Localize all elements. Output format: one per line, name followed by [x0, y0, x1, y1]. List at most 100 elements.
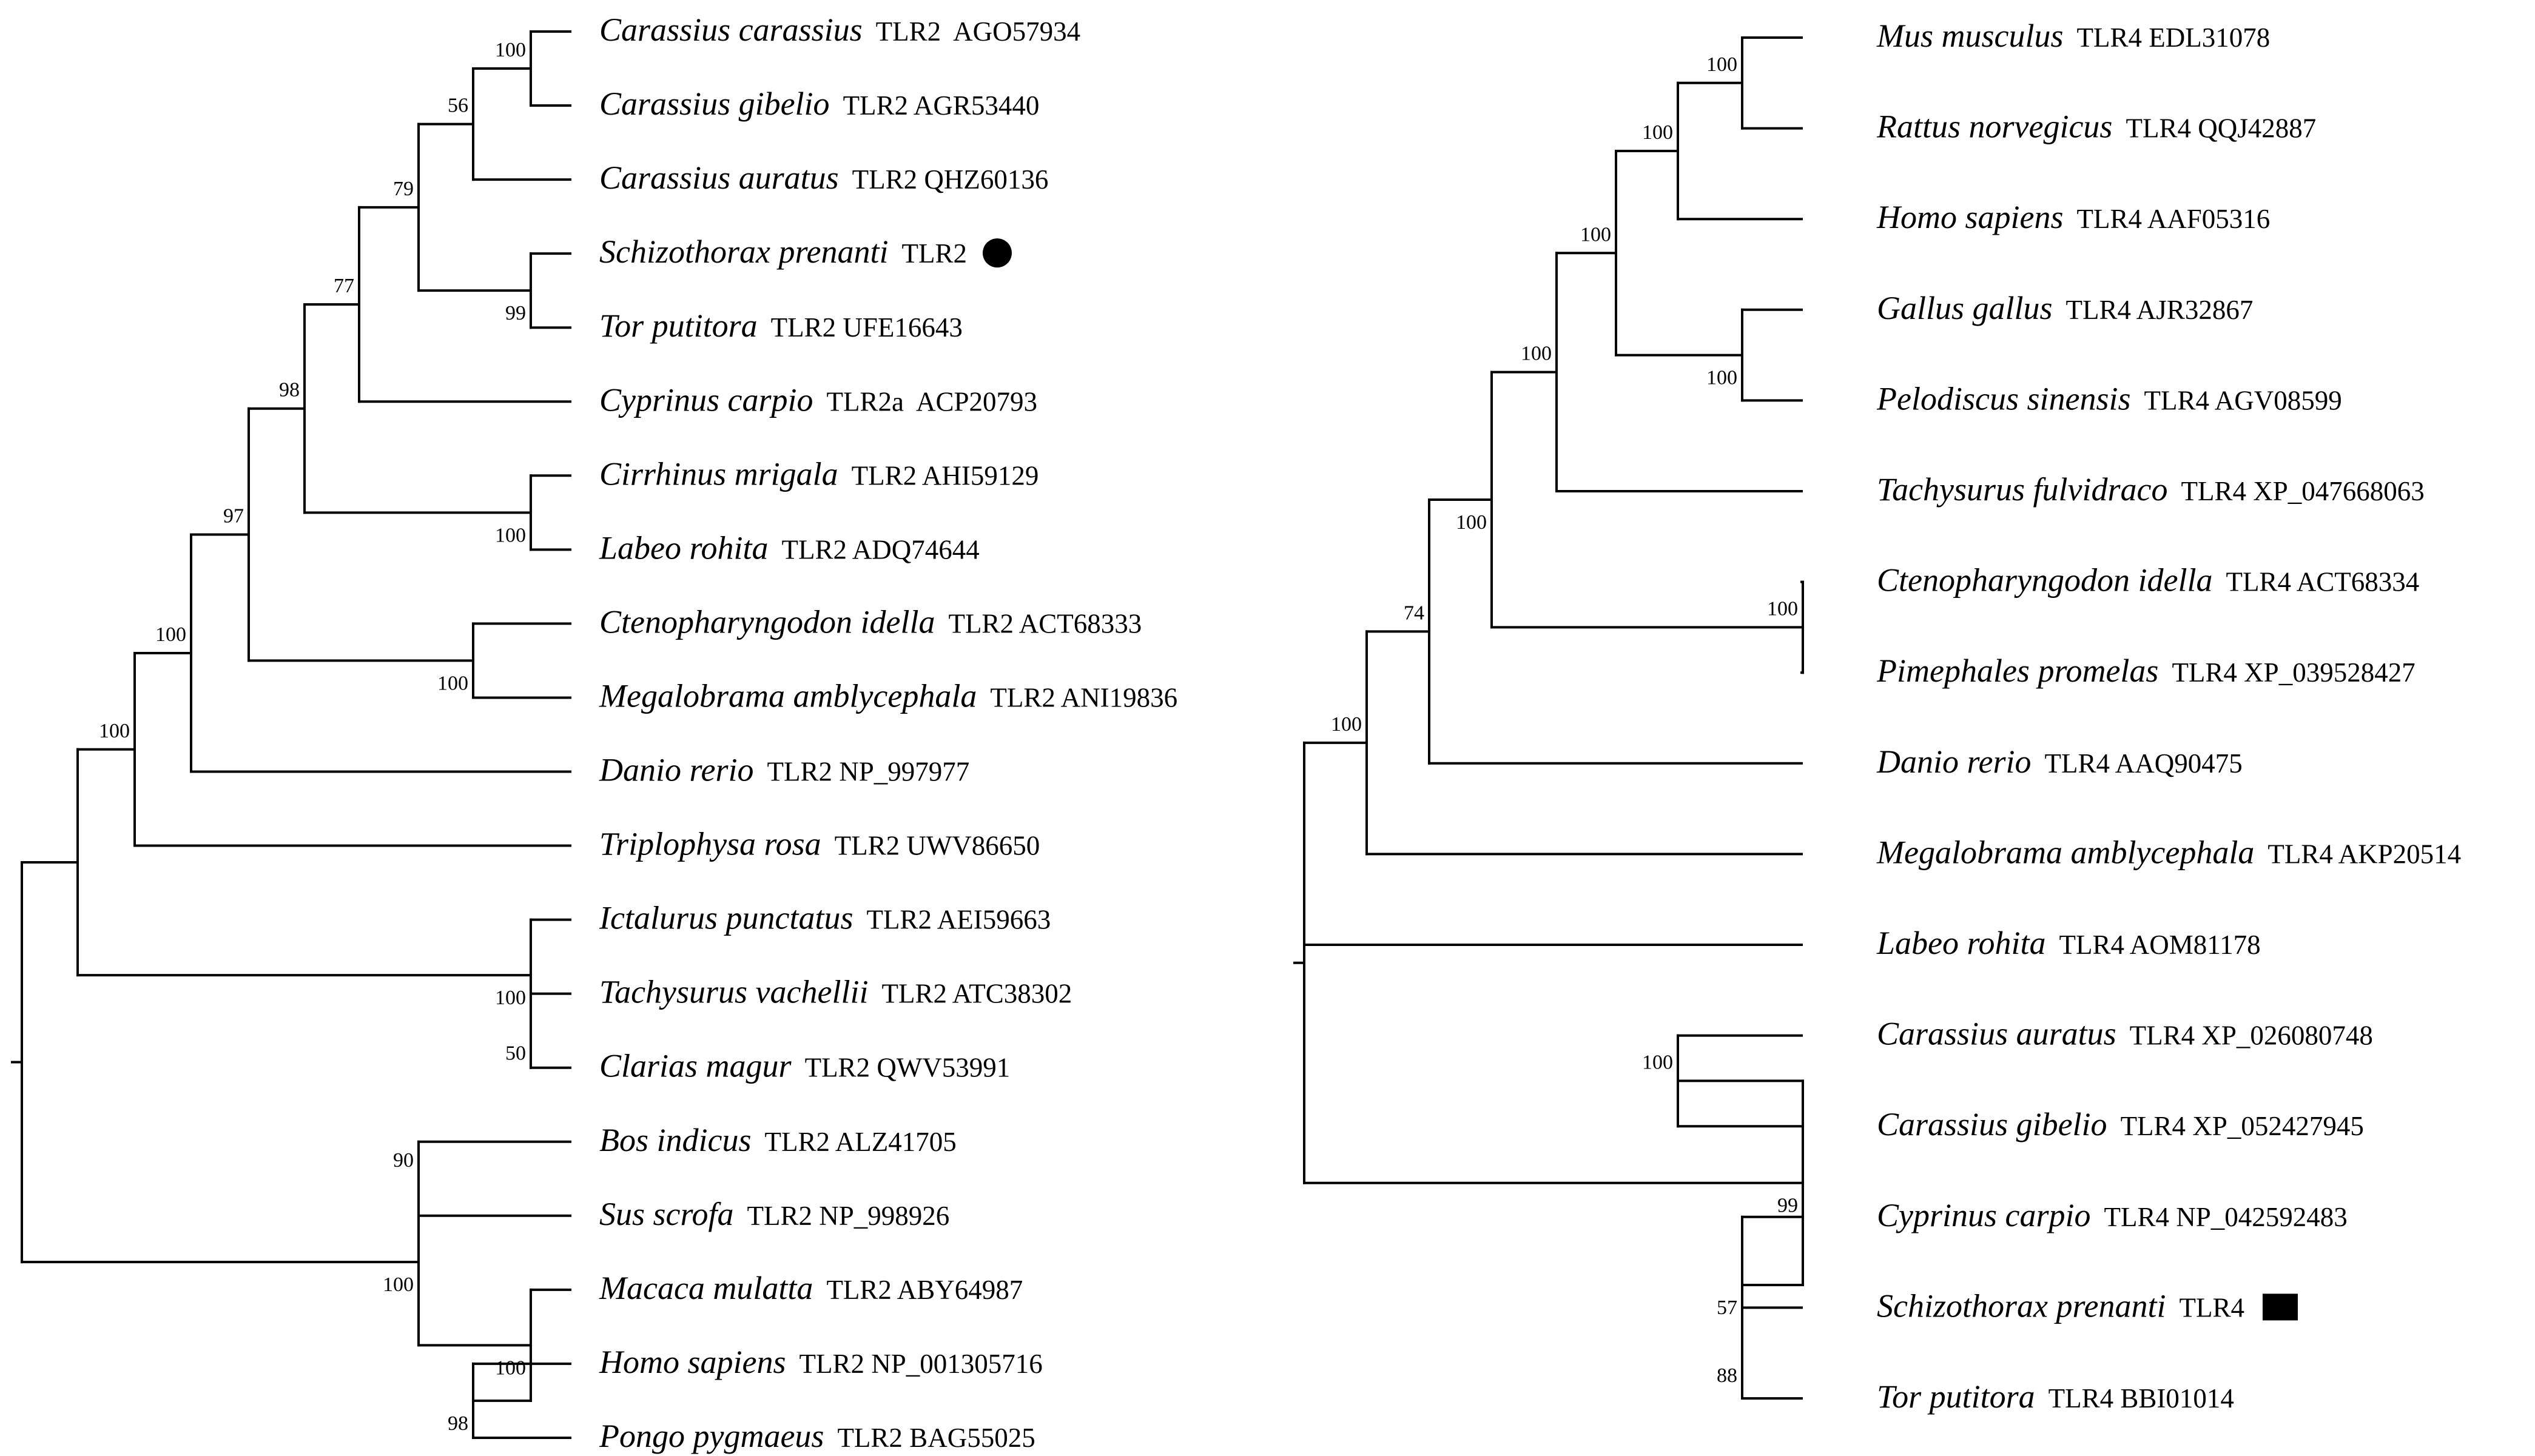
species-name: Sus scrofa	[599, 1196, 734, 1232]
species-name: Danio rerio	[1876, 743, 2032, 780]
accession-label: TLR2 UWV86650	[835, 831, 1040, 861]
bootstrap-value: 79	[393, 178, 414, 200]
species-name: Tachysurus vachellii	[599, 974, 868, 1010]
species-name: Pimephales promelas	[1876, 653, 2158, 689]
bootstrap-value: 97	[223, 505, 244, 528]
leaf-label: Carassius gibelio TLR4 XP_052427945	[1877, 1106, 2364, 1142]
bootstrap-value: 100	[1521, 343, 1552, 365]
species-name: Homo sapiens	[599, 1344, 786, 1380]
accession-label: TLR2 ABY64987	[826, 1275, 1023, 1305]
accession-label: TLR4 XP_052427945	[2121, 1111, 2364, 1141]
species-name: Tachysurus fulvidraco	[1877, 471, 2168, 508]
leaf-label: Danio rerio TLR4 AAQ90475	[1876, 743, 2243, 780]
leaf-label: Megalobrama amblycephala TLR4 AKP20514	[1876, 834, 2461, 870]
bootstrap-value: 100	[495, 524, 526, 546]
species-name: Gallus gallus	[1877, 290, 2053, 326]
bootstrap-value: 100	[1642, 121, 1673, 144]
bootstrap-value: 100	[1706, 53, 1737, 76]
accession-label: TLR2 ACT68333	[948, 608, 1142, 639]
accession-label: TLR2 QWV53991	[805, 1053, 1011, 1083]
bootstrap-value: 100	[1642, 1051, 1673, 1073]
species-name: Cirrhinus mrigala	[599, 455, 838, 492]
leaf-label: Tachysurus vachellii TLR2 ATC38302	[599, 974, 1072, 1010]
species-name: Cyprinus carpio	[1877, 1197, 2091, 1233]
species-name: Bos indicus	[599, 1122, 752, 1158]
species-name: Labeo rohita	[599, 529, 769, 566]
leaf-label: Bos indicus TLR2 ALZ41705	[599, 1122, 957, 1158]
species-name: Ctenopharyngodon idella	[599, 603, 935, 640]
bootstrap-value: 90	[393, 1149, 414, 1172]
species-name: Danio rerio	[599, 752, 754, 788]
species-name: Rattus norvegicus	[1876, 109, 2112, 145]
accession-label: TLR2 AGR53440	[843, 90, 1040, 121]
bootstrap-value: 98	[279, 379, 300, 401]
bootstrap-value: 99	[1777, 1195, 1798, 1217]
species-name: Megalobrama amblycephala	[1876, 834, 2254, 870]
accession-label: TLR4 BBI01014	[2049, 1383, 2234, 1414]
species-name: Cyprinus carpio	[599, 381, 813, 418]
bootstrap-value: 100	[495, 39, 526, 61]
accession-label: TLR4	[2179, 1292, 2244, 1323]
accession-label: TLR4 AGV08599	[2144, 385, 2341, 415]
leaf-label: Pelodiscus sinensis TLR4 AGV08599	[1876, 380, 2342, 417]
accession-label: TLR4 QQJ42887	[2126, 113, 2316, 144]
leaf-label: Carassius carassius TLR2 AGO57934	[599, 12, 1080, 48]
accession-label: TLR4 NP_042592483	[2104, 1202, 2348, 1232]
species-name: Macaca mulatta	[599, 1270, 813, 1306]
leaf-label: Mus musculus TLR4 EDL31078	[1876, 18, 2270, 54]
leaf-label: Carassius auratus TLR4 XP_026080748	[1877, 1016, 2373, 1052]
bootstrap-value: 100	[383, 1273, 414, 1296]
accession-label: TLR2 ANI19836	[990, 682, 1177, 713]
circle-marker-icon	[982, 238, 1012, 268]
accession-label: TLR4 XP_026080748	[2130, 1021, 2373, 1051]
accession-label: TLR2 NP_001305716	[800, 1349, 1043, 1379]
leaf-label: Macaca mulatta TLR2 ABY64987	[599, 1270, 1023, 1306]
accession-label: TLR2 AEI59663	[866, 905, 1051, 935]
bootstrap-value: 100	[1706, 367, 1737, 389]
accession-label: TLR2 NP_997977	[767, 757, 970, 787]
bootstrap-value: 77	[334, 275, 354, 297]
leaf-label: Danio rerio TLR2 NP_997977	[599, 752, 969, 788]
accession-label: TLR2 ADQ74644	[782, 534, 980, 565]
leaf-label: Tor putitora TLR4 BBI01014	[1877, 1378, 2234, 1415]
species-name: Triplophysa rosa	[599, 826, 821, 862]
accession-label: TLR2 AHI59129	[852, 460, 1039, 491]
bootstrap-value: 100	[1580, 223, 1611, 246]
leaf-label: Tor putitora TLR2 UFE16643	[599, 307, 963, 344]
leaf-label: Clarias magur TLR2 QWV53991	[599, 1048, 1010, 1084]
species-name: Carassius gibelio	[1877, 1106, 2107, 1142]
bootstrap-value: 74	[1404, 602, 1424, 624]
species-name: Ictalurus punctatus	[599, 900, 853, 936]
species-name: Pongo pygmaeus	[599, 1418, 824, 1454]
accession-label: TLR4 XP_039528427	[2172, 657, 2415, 688]
tlr2-tree: 100 56 99 79 77 100 98 100 97 100 100 50 100 90 98 100 1…	[11, 12, 1177, 1454]
leaf-label: Schizothorax prenanti TLR4	[1877, 1287, 2298, 1324]
leaf-label: Cyprinus carpio TLR4 NP_042592483	[1877, 1197, 2348, 1233]
leaf-label: Triplophysa rosa TLR2 UWV86650	[599, 826, 1040, 862]
accession-label: TLR2 ALZ41705	[765, 1127, 957, 1157]
species-name: Schizothorax prenanti	[1877, 1287, 2166, 1324]
species-name: Tor putitora	[599, 307, 758, 344]
species-name: Homo sapiens	[1876, 199, 2064, 235]
